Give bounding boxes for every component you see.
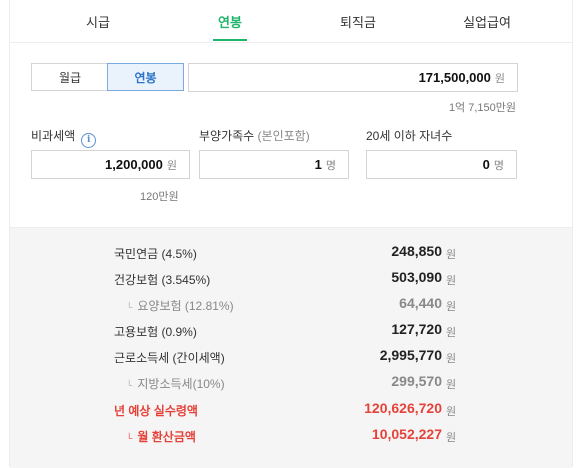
result-unit: 원	[446, 301, 457, 313]
result-unit: 원	[446, 249, 457, 261]
result-amount: 299,570	[391, 373, 442, 389]
result-name: 고용보험 (0.9%)	[114, 325, 197, 339]
info-icon[interactable]: i	[81, 133, 97, 148]
tab-hourly[interactable]: 시급	[86, 15, 110, 30]
result-row-local-income-tax: └ 지방소득세(10%) 299,570 원	[10, 371, 572, 397]
active-tab-indicator	[213, 39, 247, 41]
corner-hook-icon: └	[126, 380, 133, 390]
dependents-label-text: 부양가족수	[199, 129, 255, 143]
result-name-text: 요양보험 (12.81%)	[137, 299, 234, 313]
salary-korean-amount: 1억 7,150만원	[448, 102, 516, 114]
result-unit: 원	[446, 275, 457, 287]
children-value: 0	[482, 157, 490, 172]
result-name: 년 예상 실수령액	[114, 404, 198, 418]
calculator-card: 시급 연봉 퇴직금 실업급여 월급 연봉 171,500,000 원 1억 7,1…	[9, 0, 573, 468]
salary-unit: 원	[494, 73, 505, 85]
tab-severance[interactable]: 퇴직금	[340, 15, 376, 30]
result-unit: 원	[446, 353, 457, 365]
corner-hook-icon: └	[126, 433, 133, 443]
result-row-health-insurance: 건강보험 (3.545%) 503,090 원	[10, 267, 572, 293]
result-row-employment-insurance: 고용보험 (0.9%) 127,720 원	[10, 319, 572, 345]
result-amount: 127,720	[391, 321, 442, 337]
children-unit: 명	[493, 160, 504, 172]
tab-annual[interactable]: 연봉	[218, 15, 242, 30]
result-name: 근로소득세 (간이세액)	[114, 351, 225, 365]
monthly-toggle-button[interactable]: 월급	[31, 63, 108, 91]
result-row-national-pension: 국민연금 (4.5%) 248,850 원	[10, 241, 572, 267]
nontaxable-label-text: 비과세액	[31, 129, 76, 143]
result-name-text: 지방소득세(10%)	[137, 377, 225, 391]
tab-bar: 시급 연봉 퇴직금 실업급여	[10, 0, 572, 43]
nontaxable-unit: 원	[166, 160, 177, 172]
dependents-label-note: (본인포함)	[257, 129, 310, 143]
dependents-value: 1	[314, 157, 322, 172]
nontaxable-value: 1,200,000	[105, 157, 163, 172]
result-name-text: 월 환산금액	[137, 430, 196, 444]
result-name: 국민연금 (4.5%)	[114, 247, 197, 261]
result-row-annual-net-pay: 년 예상 실수령액 120,626,720 원	[10, 398, 572, 424]
result-amount: 64,440	[399, 295, 442, 311]
tab-unemployment[interactable]: 실업급여	[463, 15, 511, 30]
annual-toggle-button[interactable]: 연봉	[107, 63, 184, 91]
result-name: └ 요양보험 (12.81%)	[126, 297, 234, 314]
result-row-longterm-care: └ 요양보험 (12.81%) 64,440 원	[10, 293, 572, 319]
corner-hook-icon: └	[126, 302, 133, 312]
result-panel: 국민연금 (4.5%) 248,850 원 건강보험 (3.545%) 503,…	[10, 227, 572, 468]
dependents-label: 부양가족수 (본인포함)	[199, 127, 310, 144]
result-amount: 120,626,720	[364, 400, 442, 416]
nontaxable-korean-amount: 120만원	[140, 191, 179, 203]
result-row-income-tax: 근로소득세 (간이세액) 2,995,770 원	[10, 345, 572, 371]
salary-input[interactable]: 171,500,000 원	[188, 63, 518, 92]
salary-value: 171,500,000	[418, 70, 491, 85]
dependents-unit: 명	[325, 160, 336, 172]
result-amount: 248,850	[391, 243, 442, 259]
result-name: └ 지방소득세(10%)	[126, 375, 225, 392]
result-unit: 원	[446, 379, 457, 391]
result-unit: 원	[446, 432, 457, 444]
result-amount: 10,052,227	[371, 426, 442, 442]
children-label: 20세 이하 자녀수	[366, 129, 453, 143]
result-unit: 원	[446, 327, 457, 339]
nontaxable-input[interactable]: 1,200,000 원	[31, 150, 190, 179]
result-name: └ 월 환산금액	[126, 428, 196, 445]
result-row-monthly-net-pay: └ 월 환산금액 10,052,227 원	[10, 424, 572, 450]
result-name: 건강보험 (3.545%)	[114, 273, 211, 287]
result-unit: 원	[446, 406, 457, 418]
result-amount: 503,090	[391, 269, 442, 285]
result-amount: 2,995,770	[379, 347, 442, 363]
nontaxable-label: 비과세액 i	[31, 127, 97, 148]
